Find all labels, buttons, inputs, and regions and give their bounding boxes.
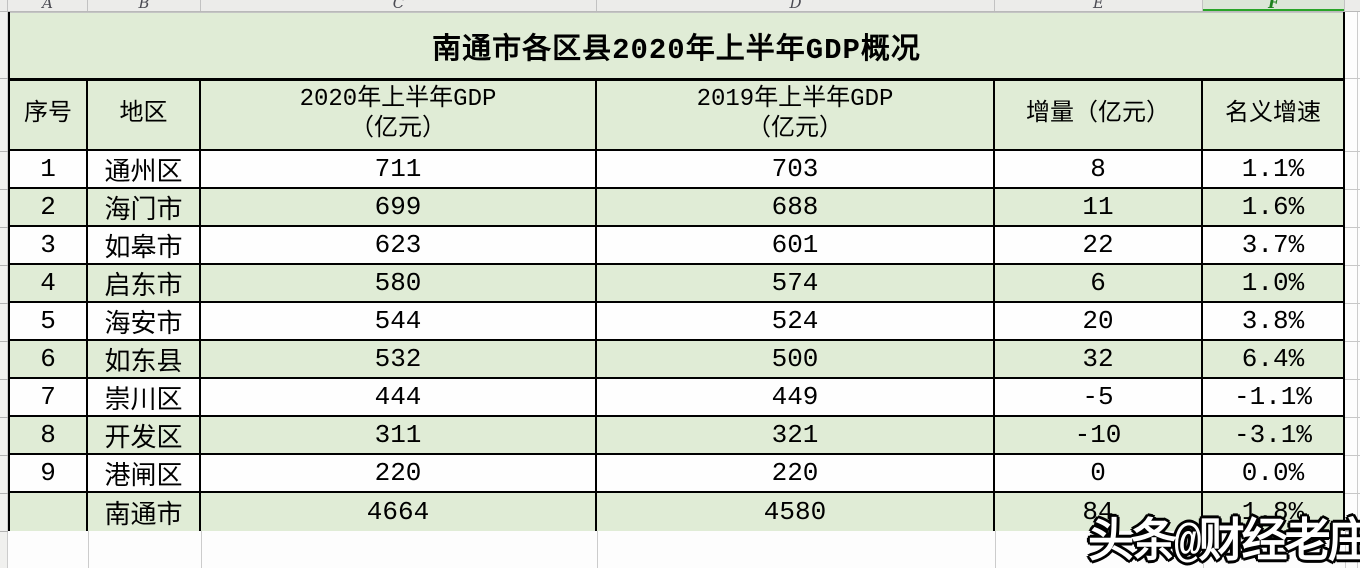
table-title-row: 南通市各区县2020年上半年GDP概况 xyxy=(10,12,1343,78)
cell-gdp2020[interactable]: 580 xyxy=(201,265,597,301)
cell-growth[interactable]: 0.0% xyxy=(1241,458,1305,488)
cell-gdp2020[interactable]: 711 xyxy=(201,151,597,187)
cell-gdp2020[interactable]: 311 xyxy=(201,417,597,453)
corner-cell[interactable] xyxy=(0,0,8,11)
cell-no[interactable]: 9 xyxy=(10,455,88,491)
cell-delta[interactable]: 22 xyxy=(995,227,1203,263)
column-header-D[interactable]: D xyxy=(597,0,995,11)
table-header-row: 序号 地区 2020年上半年GDP （亿元） 2019年上半年GDP （亿元） 增量… xyxy=(10,78,1343,151)
cell-no[interactable]: 6 xyxy=(10,341,88,377)
cell-no[interactable]: 8 xyxy=(10,417,88,453)
cell-no[interactable]: 1 xyxy=(10,151,88,187)
cell-gdp2019[interactable]: 4580 xyxy=(597,493,995,531)
cell-gdp2020[interactable]: 544 xyxy=(201,303,597,339)
table-row-2: 2 海门市 699 688 11 1.6% xyxy=(10,189,1343,227)
cell-delta[interactable]: 11 xyxy=(995,189,1203,225)
cell-growth[interactable]: 6.4% xyxy=(1241,344,1305,374)
cell-gdp2019[interactable]: 688 xyxy=(597,189,995,225)
watermark: 头条@财经老庄 xyxy=(1088,518,1360,568)
column-header-strip: A B C D E F xyxy=(0,0,1360,12)
cell-growth[interactable]: 3.7% xyxy=(1241,230,1305,260)
cell-gdp2019[interactable]: 449 xyxy=(597,379,995,415)
cell-gdp2020[interactable]: 444 xyxy=(201,379,597,415)
cell-region[interactable]: 开发区 xyxy=(88,417,201,453)
cell-delta[interactable]: -10 xyxy=(995,417,1203,453)
selection-underline xyxy=(1203,9,1344,11)
cell-gdp2019[interactable]: 574 xyxy=(597,265,995,301)
gdp-table: 南通市各区县2020年上半年GDP概况 序号 地区 2020年上半年GDP （亿元… xyxy=(8,12,1345,531)
cell-gdp2020[interactable]: 623 xyxy=(201,227,597,263)
cell-region[interactable]: 启东市 xyxy=(88,265,201,301)
cell-gdp2019[interactable]: 601 xyxy=(597,227,995,263)
table-row-6: 6 如东县 532 500 32 6.4% xyxy=(10,341,1343,379)
table-row-9: 9 港闸区 220 220 0 0.0% xyxy=(10,455,1343,493)
cell-gdp2020[interactable]: 220 xyxy=(201,455,597,491)
cell-delta[interactable]: 20 xyxy=(995,303,1203,339)
cell-region[interactable]: 海门市 xyxy=(88,189,201,225)
cell-growth[interactable]: -1.1% xyxy=(1233,382,1312,412)
cell-region[interactable]: 海安市 xyxy=(88,303,201,339)
cell-region[interactable]: 崇川区 xyxy=(88,379,201,415)
row-header-strip xyxy=(0,12,8,568)
column-header-A[interactable]: A xyxy=(8,0,88,11)
column-header-F-selected[interactable]: F xyxy=(1203,0,1345,11)
table-row-5: 5 海安市 544 524 20 3.8% xyxy=(10,303,1343,341)
cell-gdp2020[interactable]: 4664 xyxy=(201,493,597,531)
cell-growth[interactable]: 3.8% xyxy=(1241,306,1305,336)
cell-gdp2020[interactable]: 532 xyxy=(201,341,597,377)
cell-delta[interactable]: 32 xyxy=(995,341,1203,377)
cell-no[interactable]: 2 xyxy=(10,189,88,225)
cell-no[interactable]: 3 xyxy=(10,227,88,263)
cell-region[interactable]: 通州区 xyxy=(88,151,201,187)
header-region[interactable]: 地区 xyxy=(88,81,201,149)
table-row-8: 8 开发区 311 321 -10 -3.1% xyxy=(10,417,1343,455)
cell-growth[interactable]: -3.1% xyxy=(1233,420,1312,450)
header-gdp2019[interactable]: 2019年上半年GDP （亿元） xyxy=(597,81,995,149)
cell-delta[interactable]: 84 xyxy=(995,493,1203,531)
cell-delta[interactable]: 0 xyxy=(995,455,1203,491)
column-header-G-partial[interactable] xyxy=(1345,0,1360,11)
cell-no[interactable]: 7 xyxy=(10,379,88,415)
table-row-4: 4 启东市 580 574 6 1.0% xyxy=(10,265,1343,303)
cell-growth[interactable]: 1.6% xyxy=(1241,192,1305,222)
cell-region[interactable]: 如东县 xyxy=(88,341,201,377)
header-no[interactable]: 序号 xyxy=(10,81,88,149)
table-row-7: 7 崇川区 444 449 -5 -1.1% xyxy=(10,379,1343,417)
header-gdp2020[interactable]: 2020年上半年GDP （亿元） xyxy=(201,81,597,149)
cell-region[interactable]: 南通市 xyxy=(88,493,201,531)
cell-region[interactable]: 港闸区 xyxy=(88,455,201,491)
cell-delta[interactable]: -5 xyxy=(995,379,1203,415)
header-growth[interactable]: 名义增速 xyxy=(1225,101,1321,128)
table-row-3: 3 如皋市 623 601 22 3.7% xyxy=(10,227,1343,265)
cell-gdp2019[interactable]: 524 xyxy=(597,303,995,339)
cell-growth[interactable]: 1.0% xyxy=(1241,268,1305,298)
table-title: 南通市各区县2020年上半年GDP概况 xyxy=(432,33,921,67)
column-header-C[interactable]: C xyxy=(201,0,597,11)
cell-gdp2019[interactable]: 321 xyxy=(597,417,995,453)
cell-gdp2020[interactable]: 699 xyxy=(201,189,597,225)
cell-region[interactable]: 如皋市 xyxy=(88,227,201,263)
header-delta[interactable]: 增量（亿元） xyxy=(995,81,1203,149)
column-header-E[interactable]: E xyxy=(995,0,1203,11)
cell-delta[interactable]: 8 xyxy=(995,151,1203,187)
table-row-1: 1 通州区 711 703 8 1.1% xyxy=(10,151,1343,189)
cell-growth[interactable]: 1.8% xyxy=(1241,497,1305,527)
cell-no[interactable]: 5 xyxy=(10,303,88,339)
cell-gdp2019[interactable]: 500 xyxy=(597,341,995,377)
cell-no[interactable]: 4 xyxy=(10,265,88,301)
table-total-row: 南通市 4664 4580 84 1.8% xyxy=(10,493,1343,531)
column-header-B[interactable]: B xyxy=(88,0,201,11)
cell-growth[interactable]: 1.1% xyxy=(1241,154,1305,184)
cell-gdp2019[interactable]: 220 xyxy=(597,455,995,491)
cell-no[interactable] xyxy=(10,493,88,531)
cell-delta[interactable]: 6 xyxy=(995,265,1203,301)
cell-gdp2019[interactable]: 703 xyxy=(597,151,995,187)
